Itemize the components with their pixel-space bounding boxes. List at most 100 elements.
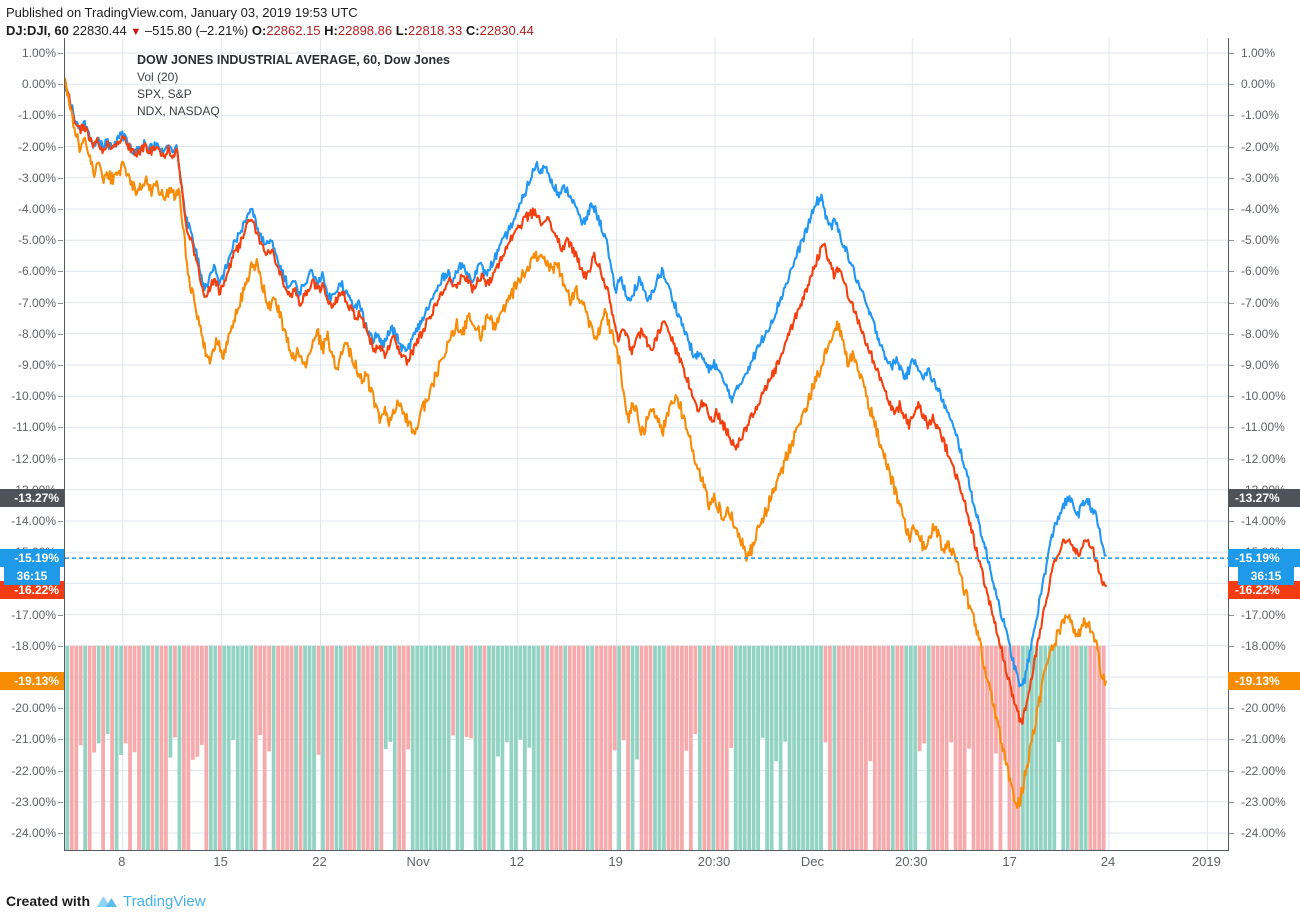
volume-bar [365, 645, 370, 850]
price-axis-left[interactable]: 1.00% 0.00% -1.00% -2.00% -3.00% -4.00% -5.00%… [0, 38, 64, 850]
price-badge-spx[interactable]: -16.22% [0, 581, 64, 600]
price-axis-tick-mark [1229, 365, 1234, 366]
volume-bar [388, 645, 393, 742]
volume-bar [563, 645, 568, 850]
volume-bar [258, 645, 263, 736]
price-axis-tick: -8.00% [17, 326, 56, 341]
volume-bar [1070, 645, 1075, 850]
price-axis-tick: -14.00% [11, 514, 56, 528]
price-axis-tick: -23.00% [1241, 794, 1286, 809]
volume-bar [509, 645, 514, 850]
price-badge-prev-close[interactable]: -13.27% [0, 489, 64, 508]
volume-bar [114, 645, 119, 850]
price-axis-tick: -9.00% [17, 358, 56, 372]
price-axis-tick-mark [1229, 333, 1234, 335]
volume-bar [814, 645, 819, 850]
countdown-badge[interactable]: 36:15 [4, 567, 60, 586]
volume-bar [213, 645, 218, 850]
volume-bar [433, 645, 438, 850]
volume-bar [787, 645, 792, 850]
price-axis-tick-mark [1229, 614, 1234, 616]
high-value: 22898.86 [337, 23, 393, 38]
volume-bar [531, 645, 536, 850]
volume-bar [630, 645, 635, 850]
volume-bar [1034, 645, 1039, 850]
price-axis-tick-mark [1229, 302, 1234, 304]
price-axis-tick-mark [1229, 521, 1234, 522]
price-axis-tick-mark [58, 521, 63, 522]
volume-bar [334, 645, 339, 850]
volume-bar [693, 645, 698, 735]
volume-bar [132, 645, 137, 753]
time-axis-label: 20:30 [894, 854, 928, 869]
volume-bar [397, 645, 402, 850]
price-axis-tick-mark [1229, 770, 1234, 772]
chart-canvas [65, 38, 1228, 850]
volume-bar [648, 645, 653, 850]
time-axis-label: 8 [118, 854, 126, 869]
volume-bar [69, 645, 74, 850]
volume-bar [231, 645, 236, 741]
volume-bar [657, 645, 662, 850]
price-badge-dji[interactable]: -15.19% [0, 549, 64, 568]
price-axis-tick-mark [58, 302, 63, 304]
price-badge-dji[interactable]: -15.19% [1228, 549, 1300, 568]
volume-bar [285, 645, 289, 850]
price-badge-spx[interactable]: -16.22% [1228, 581, 1300, 600]
volume-bar [419, 645, 424, 850]
volume-bar [101, 645, 106, 850]
price-axis-tick-mark [1229, 146, 1234, 148]
volume-bar [639, 645, 644, 850]
price-axis-tick: -17.00% [1241, 607, 1286, 622]
price-badge-ndx[interactable]: -19.13% [1228, 672, 1300, 691]
volume-bar [96, 645, 101, 744]
volume-bar [446, 645, 451, 850]
price-badge-prev-close[interactable]: -13.27% [1228, 489, 1300, 508]
volume-bar [850, 645, 855, 850]
price-axis-tick-mark [1229, 458, 1234, 460]
volume-bar [159, 645, 164, 850]
volume-bar [1061, 645, 1066, 850]
volume-bar [110, 645, 114, 850]
volume-bar [783, 645, 787, 742]
price-axis-right[interactable]: 1.00% 0.00% -1.00% -2.00% -3.00% -4.00% -5.00%… [1228, 38, 1300, 850]
chart-container[interactable]: 1.00% 0.00% -1.00% -2.00% -3.00% -4.00% -5.00%… [0, 38, 1300, 878]
price-axis-tick-mark [58, 645, 63, 647]
time-axis[interactable]: 8 15 22 Nov 12 19 20:30 Dec 20:30 17 24 2019 [64, 850, 1228, 878]
volume-bar [949, 645, 953, 743]
chart-plot-area[interactable]: DOW JONES INDUSTRIAL AVERAGE, 60, Dow Jo… [64, 38, 1229, 851]
time-axis-label: 12 [509, 854, 525, 869]
close-label: C: [465, 23, 480, 38]
volume-bar [383, 645, 388, 750]
price-badge-ndx[interactable]: -19.13% [0, 672, 64, 691]
series-line-ndx [65, 77, 1107, 810]
volume-bar [1097, 645, 1102, 850]
volume-bar [904, 645, 909, 850]
volume-bar [751, 645, 756, 850]
volume-bar [1065, 645, 1070, 850]
volume-bar [545, 645, 550, 850]
volume-bar [92, 645, 97, 753]
countdown-badge[interactable]: 36:15 [1238, 567, 1294, 586]
volume-bar [276, 645, 280, 850]
down-triangle-icon: ▼ [130, 26, 142, 38]
volume-bar [392, 645, 397, 850]
volume-bar [496, 645, 500, 757]
price-axis-tick-mark [58, 396, 63, 398]
volume-bar [644, 645, 648, 850]
volume-bar [298, 645, 303, 850]
volume-bar [303, 645, 307, 850]
open-value: 22862.15 [266, 23, 321, 38]
chart-header: Published on TradingView.com, January 03… [6, 4, 534, 41]
volume-bar [401, 645, 406, 850]
volume-bar [437, 645, 442, 850]
volume-bar [222, 645, 227, 850]
price-axis-tick: -21.00% [11, 732, 56, 747]
price-axis-tick: -6.00% [1241, 264, 1280, 279]
volume-bar [724, 645, 729, 850]
time-axis-label: 19 [608, 854, 623, 869]
volume-bar [931, 645, 936, 850]
last-price: 22830.44 [72, 23, 127, 38]
price-axis-tick: -3.00% [1241, 170, 1280, 185]
price-axis-tick: -7.00% [17, 295, 56, 310]
